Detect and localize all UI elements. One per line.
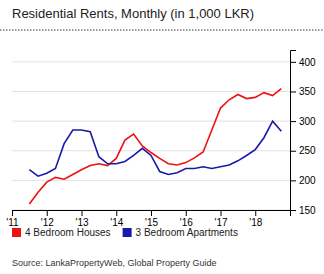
- tick-label: 300: [299, 116, 316, 127]
- tick: '11: [6, 210, 19, 228]
- tick-label: '18: [249, 217, 262, 228]
- title: Residential Rents, Monthly (in 1,000 LKR…: [12, 6, 254, 21]
- tick: '17: [214, 210, 227, 228]
- tick-mark: [290, 151, 296, 152]
- tick-label: 350: [299, 86, 316, 97]
- tick: 300: [290, 116, 316, 127]
- tick: '16: [180, 210, 193, 228]
- tick: '13: [75, 210, 88, 228]
- source: Source: LankaPropertyWeb, Global Propert…: [12, 258, 216, 268]
- grid-line: [12, 150, 290, 151]
- tick-mark: [116, 210, 117, 216]
- legend-swatch: [123, 228, 132, 237]
- tick-mark: [151, 210, 152, 216]
- tick-mark: [290, 180, 296, 181]
- grid-line: [12, 61, 290, 62]
- plot: '11 '12 '13 '14 '15 '16 '17 '18 150 200 250 300 350 4…: [6, 51, 316, 229]
- y-axis: 150 200 250 300 350 400: [290, 51, 316, 216]
- axis-line: [13, 211, 291, 217]
- axis-line: [291, 51, 297, 211]
- legend-swatch: [12, 228, 21, 237]
- tick-label: 200: [299, 175, 316, 186]
- tick: 400: [290, 57, 316, 68]
- grid-line: [12, 121, 290, 122]
- x-axis: '11 '12 '13 '14 '15 '16 '17 '18: [6, 210, 290, 228]
- tick-mark: [290, 91, 296, 92]
- tick-mark: [82, 210, 83, 216]
- lines: [29, 89, 281, 205]
- legend: 4 Bedroom Houses 3 Bedroom Apartments: [12, 227, 238, 238]
- tick-mark: [47, 210, 48, 216]
- title-rule: [0, 30, 324, 31]
- tick: 350: [290, 86, 316, 97]
- tick: 150: [290, 205, 316, 216]
- legend-label: 4 Bedroom Houses: [25, 227, 111, 238]
- tick-mark: [186, 210, 187, 216]
- series-line: [29, 89, 281, 205]
- grid: [12, 62, 290, 210]
- grid-line: [12, 180, 290, 181]
- tick-label: '14: [110, 217, 123, 228]
- legend-item: 4 Bedroom Houses: [12, 227, 111, 238]
- tick: '15: [145, 210, 158, 228]
- tick: '18: [249, 210, 262, 228]
- tick-label: 400: [299, 57, 316, 68]
- tick: 250: [290, 145, 316, 156]
- tick-mark: [12, 210, 13, 216]
- tick: '14: [110, 210, 123, 228]
- legend-item: 3 Bedroom Apartments: [123, 227, 238, 238]
- series-line: [29, 121, 281, 176]
- chart: Residential Rents, Monthly (in 1,000 LKR…: [0, 0, 324, 274]
- tick-label: 150: [299, 205, 316, 216]
- tick-mark: [290, 210, 296, 211]
- tick-mark: [290, 62, 296, 63]
- tick-mark: [290, 121, 296, 122]
- tick: 200: [290, 175, 316, 186]
- legend-label: 3 Bedroom Apartments: [136, 227, 238, 238]
- tick-mark: [221, 210, 222, 216]
- grid-line: [12, 91, 290, 92]
- tick-label: '11: [6, 217, 19, 228]
- tick-label: 250: [299, 145, 316, 156]
- tick: '12: [41, 210, 54, 228]
- tick-mark: [255, 210, 256, 216]
